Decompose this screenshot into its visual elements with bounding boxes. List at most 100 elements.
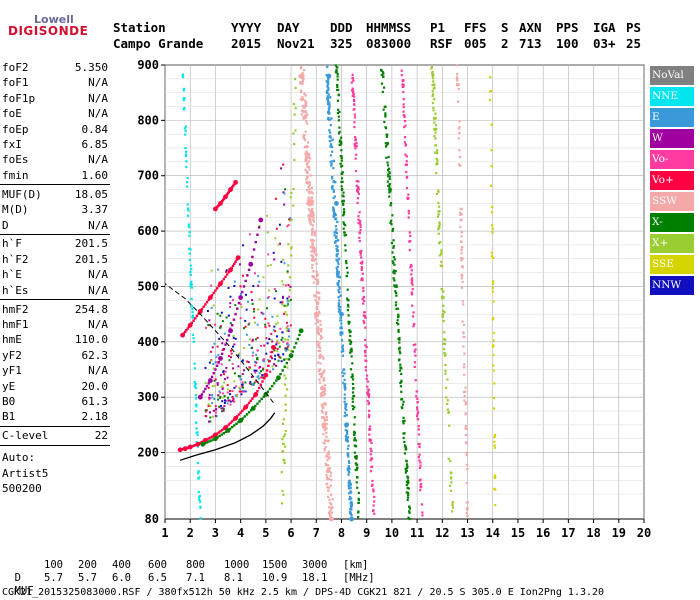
echo-mark [273,297,276,300]
data-point [238,295,244,300]
echo-mark [306,188,309,192]
echo-mark [266,264,269,267]
x-tick-label: 3 [212,526,219,540]
echo-mark [191,311,194,314]
echo-mark [357,180,360,183]
echo-mark [241,359,244,362]
series-w-4 [197,217,264,400]
data-point [313,311,319,317]
trace-mark [333,180,337,184]
echo-mark [182,89,185,92]
param-row-3-3: h`Es N/A [2,283,108,298]
echo-mark [402,83,405,87]
echo-mark [350,355,353,358]
echo-mark [419,478,422,481]
echo-mark [311,218,315,221]
param-value: N/A [88,107,108,121]
echo-mark [387,155,390,159]
trace-mark [331,138,334,141]
echo-mark [346,297,349,300]
trace-mark [320,386,323,390]
param-value: 3.37 [81,203,109,217]
echo-mark [281,280,284,283]
echo-mark [276,347,279,350]
trace-mark [234,312,237,316]
echo-mark [403,444,407,447]
echo-mark [314,316,317,320]
echo-mark [430,66,434,69]
echo-mark [326,100,330,103]
echo-mark [316,278,319,281]
echo-mark [326,489,330,492]
echo-mark [210,269,213,272]
header-value-11: 25 [626,36,642,51]
series-ssw-5 [298,73,334,522]
echo-mark [289,285,292,288]
echo-mark [346,288,349,291]
echo-mark [405,484,408,487]
echo-mark [287,284,290,287]
echo-mark [355,481,358,484]
echo-mark [331,175,334,179]
echo-mark [189,273,192,277]
param-value: 0.84 [81,122,109,136]
echo-mark [313,234,316,237]
echo-mark [255,361,258,364]
echo-mark [231,362,234,365]
echo-mark [407,491,410,495]
echo-mark [357,491,360,495]
echo-mark [273,258,276,261]
echo-mark [314,277,317,281]
echo-mark [372,504,375,507]
echo-mark [187,209,190,212]
echo-mark [208,393,211,396]
echo-mark [234,304,237,307]
echo-mark [359,225,362,229]
echo-mark [322,426,325,429]
legend-item-vo-: Vo- [650,150,694,169]
echo-mark [327,77,330,81]
trace-mark [249,399,252,402]
trace-mark [216,436,219,439]
echo-mark [187,225,190,228]
echo-mark [370,449,373,452]
echo-mark [288,289,291,292]
echo-mark [354,147,357,150]
echo-mark [337,262,340,265]
echo-mark [308,191,311,195]
echo-mark [305,120,308,123]
echo-mark [318,356,321,360]
echo-mark [310,250,313,253]
data-point [326,73,332,79]
param-value: 62.3 [81,348,109,362]
echo-mark [319,381,322,384]
echo-mark [329,154,333,157]
echo-mark [285,305,288,308]
echo-mark [344,429,347,432]
echo-mark [417,425,420,428]
echo-mark [323,442,326,445]
trace-mark [223,196,226,200]
echo-mark [461,257,464,260]
echo-mark [300,113,303,116]
echo-mark [312,246,316,249]
echo-mark [304,110,307,113]
trace-mark [281,369,284,372]
echo-mark [415,390,418,393]
echo-mark [280,471,283,474]
echo-mark [326,439,329,442]
trace-mark [270,350,274,354]
echo-mark [229,295,232,298]
trace-mark [244,279,247,283]
echo-mark [192,340,195,343]
echo-mark [286,342,289,345]
param-name: h`F [2,237,22,251]
echo-mark [415,414,419,418]
echo-mark [251,338,254,341]
echo-mark [305,156,309,159]
echo-mark [459,226,462,229]
echo-mark [357,510,360,513]
echo-mark [392,270,395,274]
echo-mark [344,233,348,237]
param-name: fxI [2,138,22,151]
